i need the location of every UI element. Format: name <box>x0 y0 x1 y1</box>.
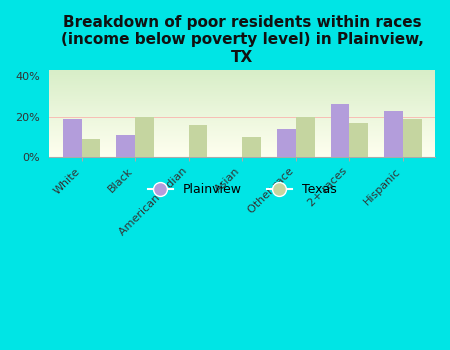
Bar <box>81 139 100 157</box>
Bar <box>189 125 207 157</box>
Bar <box>135 117 154 157</box>
Bar <box>242 137 261 157</box>
Bar <box>63 119 81 157</box>
Bar <box>277 129 296 157</box>
Bar <box>403 119 422 157</box>
Title: Breakdown of poor residents within races
(income below poverty level) in Plainvi: Breakdown of poor residents within races… <box>61 15 423 65</box>
Bar <box>117 135 135 157</box>
Bar <box>331 104 349 157</box>
Bar <box>349 122 368 157</box>
Legend: Plainview, Texas: Plainview, Texas <box>143 178 342 201</box>
Bar <box>384 111 403 157</box>
Bar <box>296 117 315 157</box>
